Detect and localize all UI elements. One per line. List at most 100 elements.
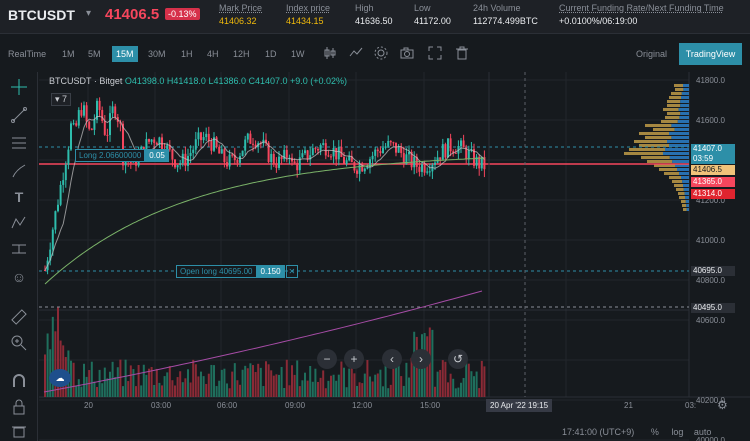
- volume-profile-bar: [683, 188, 689, 191]
- settings-icon[interactable]: [374, 46, 388, 60]
- volume-profile-bar: [685, 200, 689, 203]
- volume-bar: [291, 365, 293, 397]
- candle-body: [460, 140, 462, 146]
- brush-icon[interactable]: [10, 162, 28, 180]
- tf-1m[interactable]: 1M: [62, 49, 75, 59]
- tf-1d[interactable]: 1D: [265, 49, 277, 59]
- volume-bar: [449, 373, 452, 397]
- pattern-icon[interactable]: [10, 214, 28, 232]
- time-axis-label: 12:00: [352, 401, 373, 410]
- candle-body: [148, 139, 150, 142]
- crosshair-icon[interactable]: [10, 78, 28, 96]
- percent-toggle[interactable]: %: [650, 427, 659, 437]
- candle-body: [366, 167, 369, 169]
- zoom-in-button[interactable]: +: [344, 349, 364, 369]
- candle-body: [44, 270, 46, 271]
- volume-profile-bar: [664, 172, 679, 175]
- volume-bar: [324, 388, 327, 397]
- candle-body: [382, 147, 384, 153]
- tf-5m[interactable]: 5M: [88, 49, 101, 59]
- tf-1h[interactable]: 1H: [181, 49, 193, 59]
- price-axis-label: 41200.0: [696, 196, 725, 205]
- indicator-collapse-chip[interactable]: ▾ 7: [51, 93, 72, 106]
- tf-realtime[interactable]: RealTime: [8, 49, 47, 59]
- zoom-icon[interactable]: [10, 334, 28, 352]
- volume-bar: [478, 388, 481, 397]
- volume-bar: [83, 363, 85, 397]
- volume-bar: [166, 372, 169, 397]
- measure-icon[interactable]: [10, 240, 28, 258]
- scroll-right-button[interactable]: ›: [411, 349, 431, 369]
- text-icon[interactable]: T: [14, 189, 24, 205]
- tradingview-view-button[interactable]: TradingView: [679, 43, 742, 65]
- volume-profile-bar: [641, 156, 670, 159]
- volume-bar: [441, 360, 444, 397]
- candle-body: [218, 146, 221, 154]
- magnet-icon[interactable]: [10, 372, 28, 390]
- ruler-icon[interactable]: [10, 308, 28, 326]
- original-view-button[interactable]: Original: [636, 49, 668, 59]
- volume-profile-bar: [634, 140, 667, 143]
- volume-bar: [148, 368, 150, 397]
- indicators-icon[interactable]: [349, 46, 363, 60]
- tf-15m[interactable]: 15M: [112, 46, 138, 62]
- symbol-title[interactable]: BTCUSDT: [8, 7, 75, 23]
- gear-icon[interactable]: ⚙: [717, 398, 728, 412]
- candle-body: [376, 149, 379, 152]
- volume-bar: [171, 380, 174, 397]
- volume-bar: [460, 382, 462, 397]
- candle-body: [93, 119, 96, 130]
- tf-12h[interactable]: 12H: [233, 49, 250, 59]
- candle-body: [410, 151, 413, 168]
- volume-bar: [244, 365, 247, 397]
- candle-body: [207, 133, 210, 141]
- chevron-down-icon[interactable]: ▾: [86, 8, 92, 19]
- open-long-order-line[interactable]: Open long 40695.00 0.150 ✕: [176, 265, 299, 278]
- log-toggle[interactable]: log: [671, 427, 684, 437]
- volume-bar: [439, 369, 442, 397]
- volume-bar: [233, 363, 236, 397]
- candle-body: [192, 149, 195, 153]
- candle-body: [129, 162, 132, 164]
- volume-bar: [223, 368, 226, 397]
- emoji-icon[interactable]: ☺: [11, 269, 27, 285]
- volume-bar: [119, 359, 122, 397]
- volume-profile-bar: [672, 180, 683, 183]
- candle-body: [64, 164, 67, 181]
- chart-canvas[interactable]: 41800.0 41600.0 41200.0 41000.0 40800.0 40600…: [39, 72, 750, 441]
- volume-profile-bar: [667, 112, 681, 115]
- fib-icon[interactable]: [10, 134, 28, 152]
- candle-type-icon[interactable]: [323, 46, 337, 60]
- volume-bar: [306, 380, 309, 397]
- candle-body: [62, 180, 65, 185]
- tf-30m[interactable]: 30M: [148, 49, 166, 59]
- volume-bar: [124, 359, 127, 397]
- volume-bar: [410, 357, 413, 397]
- trash-icon[interactable]: [455, 46, 469, 60]
- eye-icon[interactable]: [10, 422, 28, 440]
- lock-icon[interactable]: [10, 398, 28, 416]
- volume-bar: [101, 383, 104, 397]
- brand-logo-icon[interactable]: ☁: [49, 369, 71, 387]
- trendline-icon[interactable]: [10, 106, 28, 124]
- zoom-out-button[interactable]: −: [317, 349, 337, 369]
- volume-bar: [343, 367, 345, 397]
- auto-toggle[interactable]: auto: [693, 427, 712, 437]
- tf-4h[interactable]: 4H: [207, 49, 219, 59]
- long-position-line[interactable]: Long 2.06600000 0.05: [75, 149, 169, 162]
- candle-body: [285, 149, 288, 158]
- fullscreen-icon[interactable]: [428, 46, 442, 60]
- reset-chart-button[interactable]: ↺: [448, 349, 468, 369]
- scroll-left-button[interactable]: ‹: [382, 349, 402, 369]
- tf-1w[interactable]: 1W: [291, 49, 305, 59]
- camera-icon[interactable]: [400, 46, 414, 60]
- candle-body: [350, 156, 353, 163]
- close-order-icon[interactable]: ✕: [285, 265, 299, 278]
- price-chart[interactable]: 41800.0 41600.0 41200.0 41000.0 40800.0 40600…: [39, 72, 750, 441]
- volume-bar: [111, 361, 114, 397]
- volume-profile-bar: [667, 100, 681, 103]
- candle-body: [231, 154, 234, 156]
- volume-bar: [158, 382, 161, 397]
- volume-bar: [205, 383, 208, 397]
- drawing-tools-sidebar: T ☺: [0, 72, 38, 441]
